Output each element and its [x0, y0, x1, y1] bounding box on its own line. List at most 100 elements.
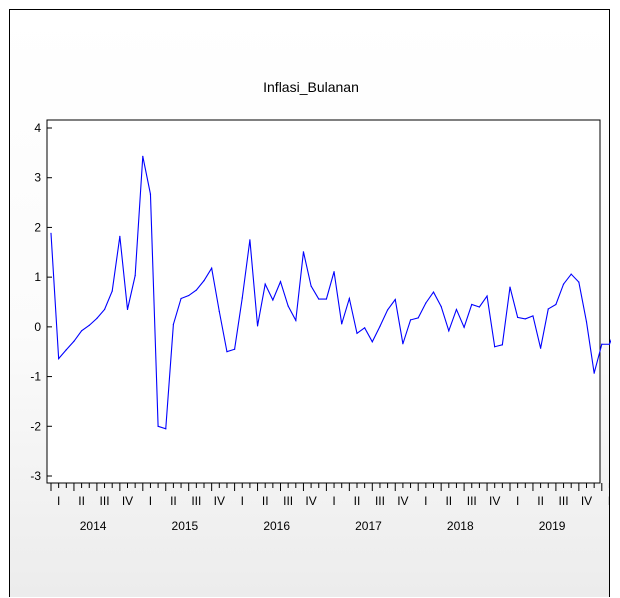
data-point	[149, 193, 152, 195]
x-quarter-label: II	[537, 494, 544, 508]
data-point	[562, 283, 565, 285]
x-quarter-label: II	[78, 494, 85, 508]
data-point	[402, 343, 404, 345]
chart-title: Inflasi_Bulanan	[263, 79, 359, 95]
y-tick-label: 0	[34, 320, 41, 334]
data-point	[387, 309, 389, 311]
data-point	[264, 283, 266, 285]
data-point	[364, 327, 366, 329]
data-point	[333, 271, 335, 273]
data-point	[234, 348, 236, 350]
x-quarter-label: III	[191, 494, 201, 508]
x-year-label: 2014	[80, 519, 107, 533]
x-quarter-label: IV	[489, 494, 500, 508]
data-point	[172, 323, 174, 325]
data-point	[96, 317, 98, 320]
x-quarter-label: IV	[305, 494, 316, 508]
x-quarter-label: III	[283, 494, 293, 508]
data-points	[50, 155, 611, 430]
data-point	[249, 239, 251, 241]
data-point	[409, 319, 412, 321]
data-point	[318, 298, 320, 300]
x-quarter-label: IV	[581, 494, 592, 508]
y-tick-label: 2	[34, 220, 41, 234]
data-point	[448, 330, 450, 332]
data-point	[371, 341, 373, 343]
x-quarter-label: II	[170, 494, 177, 508]
y-tick-label: -2	[30, 419, 41, 433]
data-point	[165, 428, 167, 430]
data-point	[241, 297, 243, 299]
data-point	[478, 306, 480, 308]
data-point	[578, 281, 580, 283]
data-point	[501, 344, 503, 346]
data-point	[524, 318, 526, 320]
x-quarter-label: III	[467, 494, 477, 508]
data-point	[608, 343, 611, 345]
data-point	[432, 291, 435, 293]
data-point	[570, 273, 572, 275]
y-tick-label: 3	[34, 171, 41, 185]
data-point	[111, 290, 113, 292]
x-quarter-label: III	[559, 494, 569, 508]
chart-frame: Inflasi_Bulanan -3 -2 -1 0 1 2 3 4 I II III IV I II I…	[9, 9, 611, 597]
x-quarter-label: I	[149, 494, 152, 508]
data-point	[302, 251, 305, 253]
x-quarter-label: IV	[122, 494, 133, 508]
y-tick-label: -3	[30, 469, 41, 483]
plot-area	[46, 119, 601, 484]
data-point	[547, 308, 549, 310]
y-tick-label: -1	[30, 370, 41, 384]
data-point	[486, 295, 488, 297]
data-point	[585, 321, 588, 323]
data-point	[81, 330, 83, 332]
data-point	[310, 285, 312, 287]
x-quarter-label: I	[608, 494, 611, 508]
data-point	[341, 323, 343, 325]
data-point	[211, 267, 213, 269]
x-quarter-label: I	[424, 494, 427, 508]
data-point	[65, 349, 67, 351]
data-point	[509, 286, 511, 288]
x-quarter-label: III	[100, 494, 110, 508]
data-point	[188, 294, 190, 297]
y-tick-label: 4	[34, 121, 41, 135]
data-point	[517, 316, 519, 319]
data-point	[88, 324, 90, 326]
data-point	[256, 325, 259, 327]
data-point	[203, 280, 205, 282]
x-year-label: 2016	[263, 519, 290, 533]
x-year-label: 2018	[447, 519, 474, 533]
x-quarter-label: III	[375, 494, 385, 508]
data-point	[103, 308, 106, 311]
data-point	[463, 326, 465, 328]
x-year-label: 2017	[355, 519, 382, 533]
data-point	[540, 347, 542, 349]
data-point	[157, 425, 159, 427]
data-point	[425, 302, 427, 304]
data-point	[295, 319, 297, 321]
data-point	[226, 351, 228, 353]
data-point	[50, 232, 52, 234]
x-quarter-label: IV	[214, 494, 225, 508]
data-point	[356, 332, 358, 334]
x-axis: I II III IV I II III IV I II III IV I II III IV I II III IV…	[50, 483, 611, 533]
data-point	[417, 317, 419, 319]
data-point	[555, 303, 557, 306]
data-point	[593, 372, 595, 374]
data-point	[471, 303, 473, 306]
y-axis: -3 -2 -1 0 1 2 3 4	[30, 121, 52, 483]
y-tick-label: 1	[34, 270, 41, 284]
data-point	[379, 325, 381, 327]
x-year-label: 2019	[539, 519, 566, 533]
data-point	[180, 297, 182, 300]
data-point	[272, 299, 274, 301]
data-point	[142, 155, 144, 157]
x-quarter-label: II	[262, 494, 269, 508]
x-year-label: 2015	[172, 519, 199, 533]
data-point	[119, 235, 121, 237]
data-point	[58, 358, 60, 360]
data-point	[532, 315, 534, 317]
data-point	[440, 305, 442, 308]
